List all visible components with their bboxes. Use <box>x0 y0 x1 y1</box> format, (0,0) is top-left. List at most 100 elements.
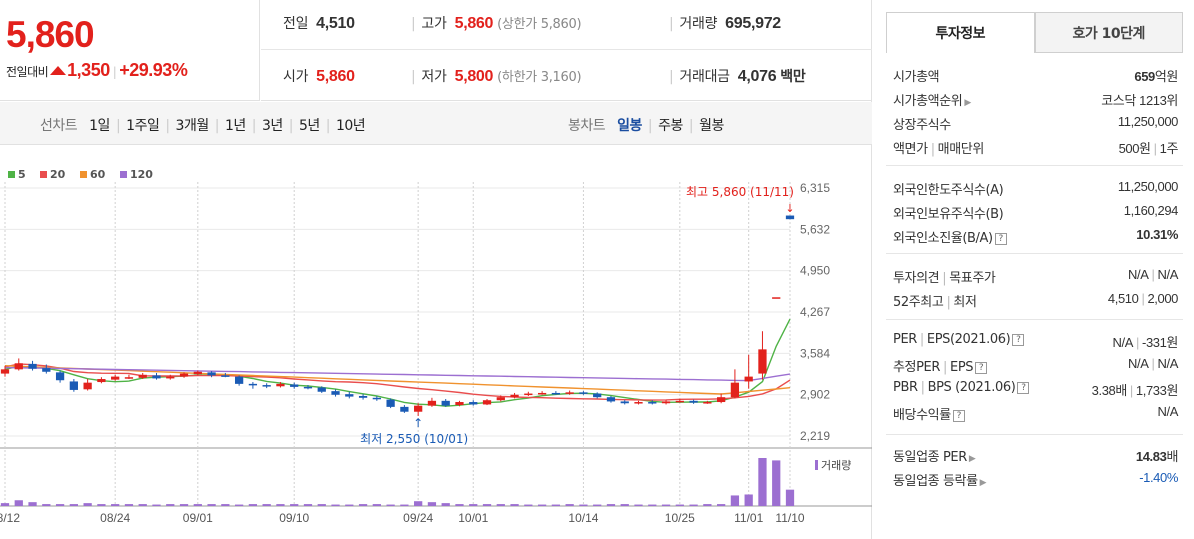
help-icon[interactable]: ? <box>994 232 1007 245</box>
est-eps-label: EPS <box>950 360 974 375</box>
volume-bar <box>414 501 423 506</box>
amount-label: 거래대금 <box>679 69 730 85</box>
industry-per-row[interactable]: 동일업종 PER ▶ 14.83배 <box>893 446 1178 466</box>
period-10y[interactable]: 10년 <box>335 118 366 134</box>
candle-body <box>69 381 78 390</box>
period-daily[interactable]: 일봉 <box>617 118 642 134</box>
candle-body <box>482 400 492 405</box>
rank-label-text: 시가총액순위 <box>893 94 963 109</box>
candle-body <box>290 384 299 387</box>
x-tick-label: 08/24 <box>100 511 130 525</box>
per-row: PER | EPS(2021.06)? N/A | -331원 <box>893 332 1178 352</box>
divider <box>886 165 1183 166</box>
period-3y[interactable]: 3년 <box>261 118 283 134</box>
est-per-row: 추정PER | EPS? N/A | N/A <box>893 356 1178 376</box>
par-value-value: 500원 | 1주 <box>1119 138 1179 157</box>
help-icon[interactable]: ? <box>1017 381 1030 394</box>
y-tick-label: 4,950 <box>800 264 830 278</box>
divider: | <box>1151 267 1155 282</box>
tab-investment-info[interactable]: 투자정보 <box>886 12 1035 53</box>
candle-body <box>179 373 189 377</box>
industry-change-row[interactable]: 동일업종 등락률 ▶ -1.40% <box>893 470 1178 490</box>
candle-body <box>675 400 684 403</box>
period-weekly[interactable]: 주봉 <box>658 118 683 134</box>
volume-bar <box>675 504 684 506</box>
help-icon[interactable]: ? <box>1012 333 1025 346</box>
line-chart-periods: 선차트 1일 | 1주일 | 3개월 | 1년 | 3년 | 5년 | 10년 <box>40 115 366 135</box>
52week-row: 52주최고 | 최저 4,510 | 2,000 <box>893 291 1178 311</box>
divider: | <box>1151 356 1155 371</box>
candle-body <box>207 372 216 376</box>
market-cap-value: 659억원 <box>1134 66 1178 85</box>
pbr-row: PBR | BPS (2021.06)? 3.38배 | 1,733원 <box>893 380 1178 400</box>
high-arrow-icon: ↓ <box>785 202 794 215</box>
open-label: 시가 <box>283 69 309 85</box>
per-value-text: N/A <box>1112 335 1134 350</box>
divider: | <box>669 69 674 85</box>
candle-body <box>648 402 657 404</box>
divider <box>886 434 1183 435</box>
legend-label: 5 <box>18 168 26 181</box>
volume-bar <box>193 504 202 506</box>
period-1y[interactable]: 1년 <box>224 118 246 134</box>
x-tick-label: 09/10 <box>279 511 309 525</box>
industry-per-value: 14.83배 <box>1136 446 1178 465</box>
volume-bar <box>441 503 450 506</box>
divider: | <box>325 118 331 134</box>
investment-info-panel: 투자정보 호가 10단계 시가총액 659억원 시가총액순위 ▶ 코스닥 1213위 … <box>873 0 1194 539</box>
target-price-value: N/A <box>1157 267 1179 282</box>
help-icon[interactable]: ? <box>975 361 988 374</box>
target-price-label: 목표주가 <box>949 271 996 286</box>
volume-bar <box>620 504 629 506</box>
candle-body <box>606 397 616 402</box>
52week-low-label: 최저 <box>953 295 977 310</box>
candle-body <box>400 406 409 412</box>
volume-bar <box>207 504 216 506</box>
volume-bar <box>331 504 340 506</box>
volume-bar <box>427 502 437 506</box>
volume-bar <box>262 504 271 506</box>
volume-bar <box>565 504 574 506</box>
legend-swatch <box>40 171 47 178</box>
divider <box>261 49 872 50</box>
price-chart: 5 20 60 120 6,315 5,632 4,950 4,267 3,584 2,902 2,… <box>0 146 872 539</box>
industry-per-text: 동일업종 PER <box>893 450 967 465</box>
legend-swatch <box>80 171 87 178</box>
listed-shares-label: 상장주식수 <box>893 118 951 133</box>
candle-body <box>689 400 698 403</box>
volume-bar <box>83 503 92 506</box>
volume-bar <box>179 504 189 506</box>
candle-body <box>386 399 395 407</box>
listed-shares-row: 상장주식수 11,250,000 <box>893 114 1178 134</box>
volume-bar <box>358 504 368 506</box>
period-1d[interactable]: 1일 <box>89 118 110 134</box>
foreign-holding-label: 외국인보유주식수(B) <box>893 207 1004 222</box>
low-price: | 저가 5,800 (하한가 3,160) <box>411 66 582 86</box>
period-monthly[interactable]: 월봉 <box>699 118 724 134</box>
per-label: PER | EPS(2021.06)? <box>893 332 1025 347</box>
candle-body <box>262 385 271 387</box>
chevron-right-icon: ▶ <box>964 98 971 108</box>
candle-body <box>565 392 574 394</box>
legend-swatch <box>8 171 15 178</box>
tab-order-book[interactable]: 호가 10단계 <box>1034 12 1183 53</box>
volume-bar <box>400 504 409 506</box>
y-tick-label: 3,584 <box>800 346 830 360</box>
candle-body <box>124 377 134 379</box>
volume-bar <box>42 504 51 506</box>
candle-body <box>593 393 602 398</box>
period-5y[interactable]: 5년 <box>298 118 320 134</box>
period-1w[interactable]: 1주일 <box>126 118 160 134</box>
ma20-line <box>4 363 791 401</box>
52week-high-label: 52주최고 <box>893 295 944 310</box>
divider: | <box>112 65 117 79</box>
market-cap-rank-row[interactable]: 시가총액순위 ▶ 코스닥 1213위 <box>893 90 1178 110</box>
period-3m[interactable]: 3개월 <box>175 118 210 134</box>
divider: | <box>214 118 220 134</box>
candle-body <box>455 402 464 406</box>
52week-high-value: 4,510 <box>1107 291 1139 306</box>
help-icon[interactable]: ? <box>952 409 965 422</box>
amount-value: 4,076 <box>737 68 777 85</box>
volume-bar <box>111 504 120 506</box>
